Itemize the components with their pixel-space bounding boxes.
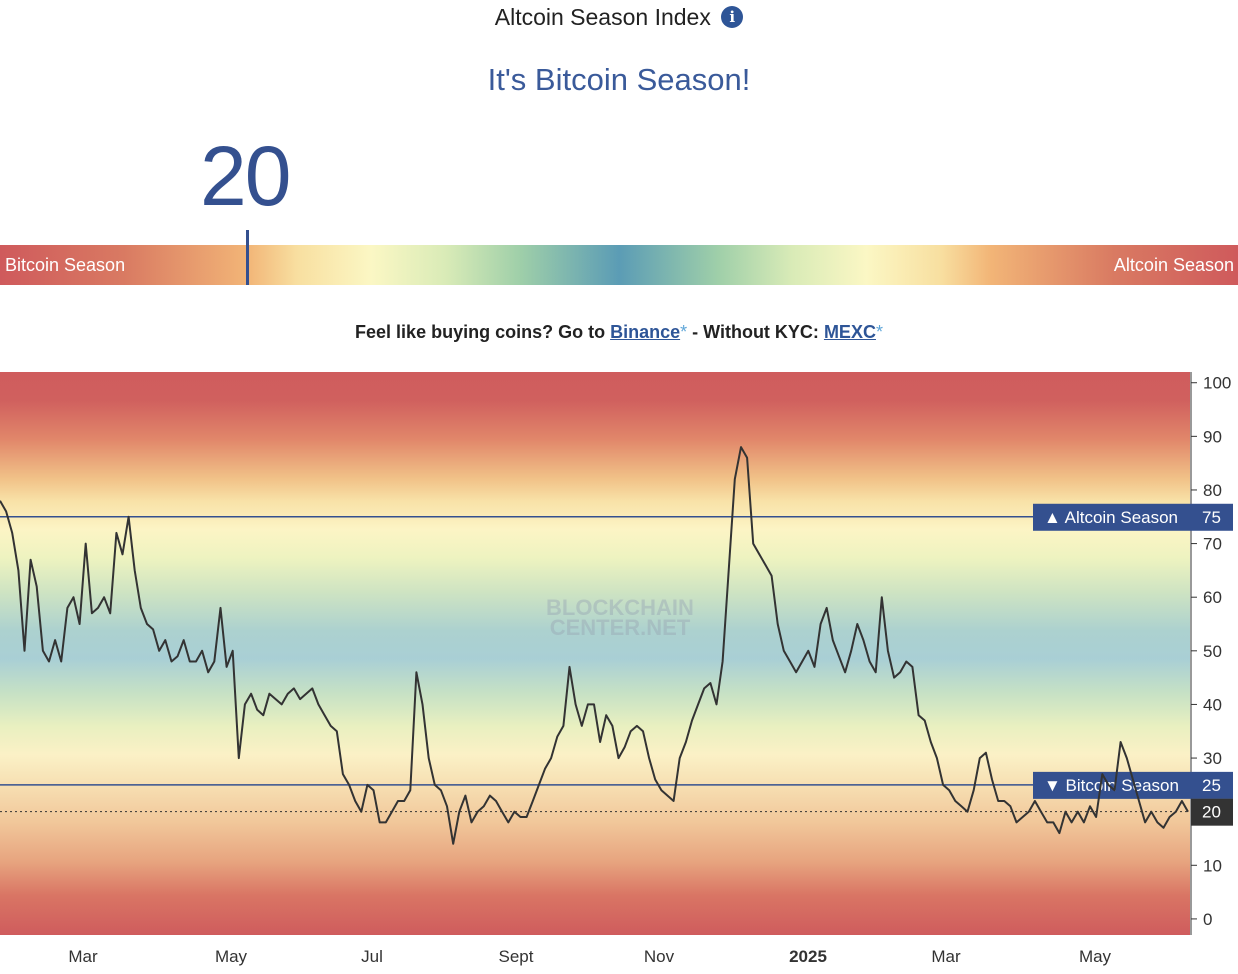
y-tick-label: 60 [1203, 588, 1222, 607]
x-tick-label: 2025 [789, 947, 827, 966]
threshold-value: 25 [1202, 776, 1221, 795]
title-text: Altcoin Season Index [494, 4, 711, 30]
current-value-label: 20 [1202, 803, 1221, 822]
x-tick-label: Nov [644, 947, 675, 966]
x-tick-label: Sept [499, 947, 534, 966]
y-tick-label: 70 [1203, 535, 1222, 554]
x-tick-label: May [215, 947, 248, 966]
threshold-label: ▲ Altcoin Season [1044, 508, 1178, 527]
axis-background [1190, 372, 1238, 935]
promo-text: Feel like buying coins? Go to Binance* -… [0, 322, 1238, 343]
mexc-link[interactable]: MEXC [823, 322, 876, 342]
promo-prefix: Feel like buying coins? Go to [355, 322, 611, 342]
binance-star: * [680, 322, 688, 342]
current-value-badge [1191, 798, 1233, 826]
x-tick-label: Mar [68, 947, 98, 966]
x-axis: Mar May Jul Sept Nov 2025 Mar May [68, 947, 1111, 966]
mexc-star: * [875, 322, 883, 342]
page-title: Altcoin Season Index i [0, 4, 1238, 31]
y-tick-label: 0 [1203, 910, 1212, 929]
watermark-line-1: BLOCKCHAIN [546, 595, 694, 620]
index-series-line [0, 446, 1189, 845]
current-index-value: 20 [200, 129, 291, 223]
info-icon[interactable]: i [721, 6, 744, 28]
x-tick-label: Jul [361, 947, 383, 966]
altcoin-season-chart: BLOCKCHAIN CENTER.NET 0 10 20 30 40 50 60 70 80 9… [0, 372, 1238, 972]
season-headline: It's Bitcoin Season! [487, 62, 751, 97]
season-gauge: Bitcoin Season Altcoin Season [0, 245, 1238, 285]
x-tick-label: Mar [931, 947, 961, 966]
current-value-marker: 20 [0, 798, 1233, 826]
binance-link[interactable]: Binance [610, 322, 681, 342]
threshold-value: 75 [1202, 508, 1221, 527]
y-tick-label: 100 [1203, 374, 1231, 393]
y-axis: 0 10 20 30 40 50 60 70 80 90 100 [1191, 374, 1231, 929]
x-tick-label: May [1079, 947, 1112, 966]
chart-background [0, 372, 1190, 935]
threshold-badge [1033, 503, 1233, 531]
y-tick-label: 40 [1203, 695, 1222, 714]
threshold-label: ▼ Bitcoin Season [1044, 776, 1179, 795]
y-tick-label: 50 [1203, 642, 1222, 661]
gauge-left-label: Bitcoin Season [5, 255, 126, 275]
y-tick-label: 10 [1203, 856, 1222, 875]
watermark-line-2: CENTER.NET [550, 615, 691, 640]
promo-middle: - Without KYC: [687, 322, 824, 342]
y-tick-label: 80 [1203, 481, 1222, 500]
gauge-marker [246, 230, 249, 285]
gauge-right-label: Altcoin Season [1113, 255, 1234, 275]
y-tick-label: 30 [1203, 749, 1222, 768]
y-tick-label: 90 [1203, 427, 1222, 446]
x-axis-background [0, 935, 1238, 972]
